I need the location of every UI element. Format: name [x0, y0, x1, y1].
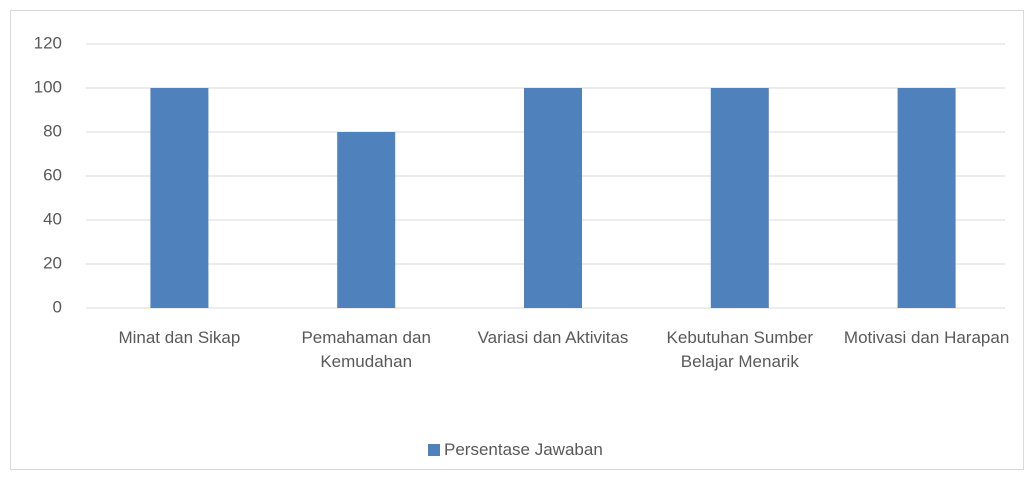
x-tick-label: Minat dan Sikap	[118, 328, 241, 347]
x-tick-label: Motivasi dan Harapan	[843, 328, 1010, 347]
y-tick-label: 20	[43, 253, 62, 272]
bar	[710, 88, 769, 308]
bar	[897, 88, 956, 308]
x-tick-label: Kebutuhan Sumber Belajar Menarik	[666, 328, 814, 371]
x-tick-label: Pemahaman dan Kemudahan	[301, 328, 431, 371]
y-tick-label: 60	[43, 165, 62, 184]
y-tick-label: 80	[43, 121, 62, 140]
y-tick-label: 40	[43, 209, 62, 228]
x-tick-label: Variasi dan Aktivitas	[477, 328, 629, 347]
bar	[337, 132, 396, 308]
legend-label: Persentase Jawaban	[444, 440, 603, 459]
legend-swatch	[428, 444, 440, 456]
y-tick-label: 120	[34, 33, 62, 52]
bar	[150, 88, 209, 308]
y-tick-label: 100	[34, 77, 62, 96]
y-tick-label: 0	[53, 297, 62, 316]
bar	[524, 88, 582, 308]
